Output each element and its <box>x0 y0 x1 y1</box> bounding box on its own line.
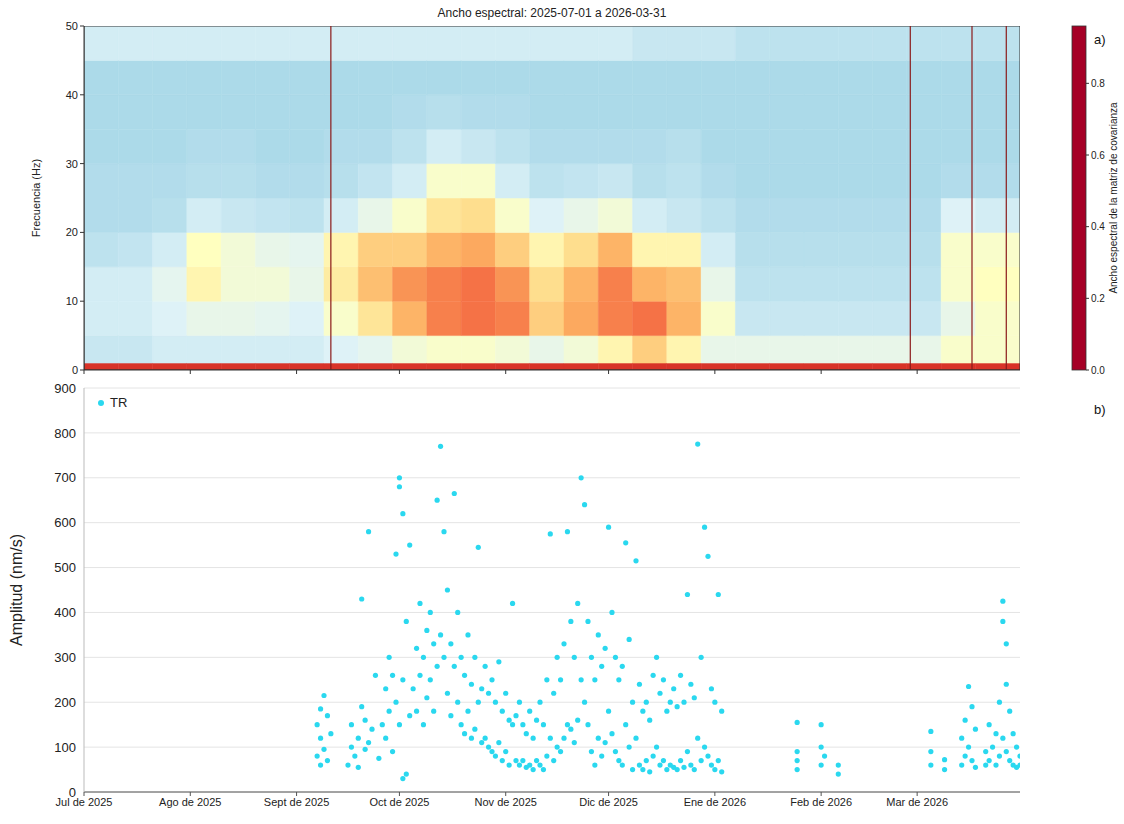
svg-text:Ene de 2026: Ene de 2026 <box>684 796 746 808</box>
svg-text:Amplitud (nm/s): Amplitud (nm/s) <box>8 534 25 646</box>
svg-text:900: 900 <box>54 381 76 396</box>
html-text:Ancho espectral: 2025-07-01 a: Ancho espectral: 2025-07-01 a 2026-03-31 <box>437 6 667 20</box>
html-text:a): a) <box>1094 32 1106 47</box>
svg-text:300: 300 <box>54 650 76 665</box>
svg-text:0.0: 0.0 <box>1091 365 1105 376</box>
svg-text:10: 10 <box>66 295 78 307</box>
svg-text:20: 20 <box>66 226 78 238</box>
svg-text:400: 400 <box>54 605 76 620</box>
svg-text:30: 30 <box>66 158 78 170</box>
svg-text:Sept de 2025: Sept de 2025 <box>264 796 329 808</box>
svg-text:40: 40 <box>66 89 78 101</box>
svg-text:Dic de 2025: Dic de 2025 <box>579 796 638 808</box>
svg-text:0.4: 0.4 <box>1091 221 1105 232</box>
svg-text:Jul de 2025: Jul de 2025 <box>56 796 113 808</box>
html-text:TR: TR <box>110 395 128 410</box>
svg-text:200: 200 <box>54 695 76 710</box>
svg-text:700: 700 <box>54 470 76 485</box>
svg-text:500: 500 <box>54 560 76 575</box>
svg-text:0.2: 0.2 <box>1091 293 1105 304</box>
svg-text:50: 50 <box>66 20 78 32</box>
svg-text:Feb de 2026: Feb de 2026 <box>790 796 852 808</box>
svg-text:Frecuencia (Hz): Frecuencia (Hz) <box>30 159 42 237</box>
svg-text:600: 600 <box>54 515 76 530</box>
html-text:b): b) <box>1094 402 1106 417</box>
svg-text:Oct de 2025: Oct de 2025 <box>369 796 429 808</box>
svg-text:0.8: 0.8 <box>1091 78 1105 89</box>
svg-text:Mar de 2026: Mar de 2026 <box>886 796 948 808</box>
svg-text:Ago de 2025: Ago de 2025 <box>159 796 221 808</box>
svg-text:100: 100 <box>54 740 76 755</box>
svg-text:Ancho espectral de la matriz d: Ancho espectral de la matriz de covarian… <box>1108 102 1119 294</box>
svg-text:0: 0 <box>69 785 76 800</box>
svg-text:0.6: 0.6 <box>1091 150 1105 161</box>
svg-text:800: 800 <box>54 426 76 441</box>
svg-text:Nov de 2025: Nov de 2025 <box>475 796 537 808</box>
svg-text:0: 0 <box>72 364 78 376</box>
